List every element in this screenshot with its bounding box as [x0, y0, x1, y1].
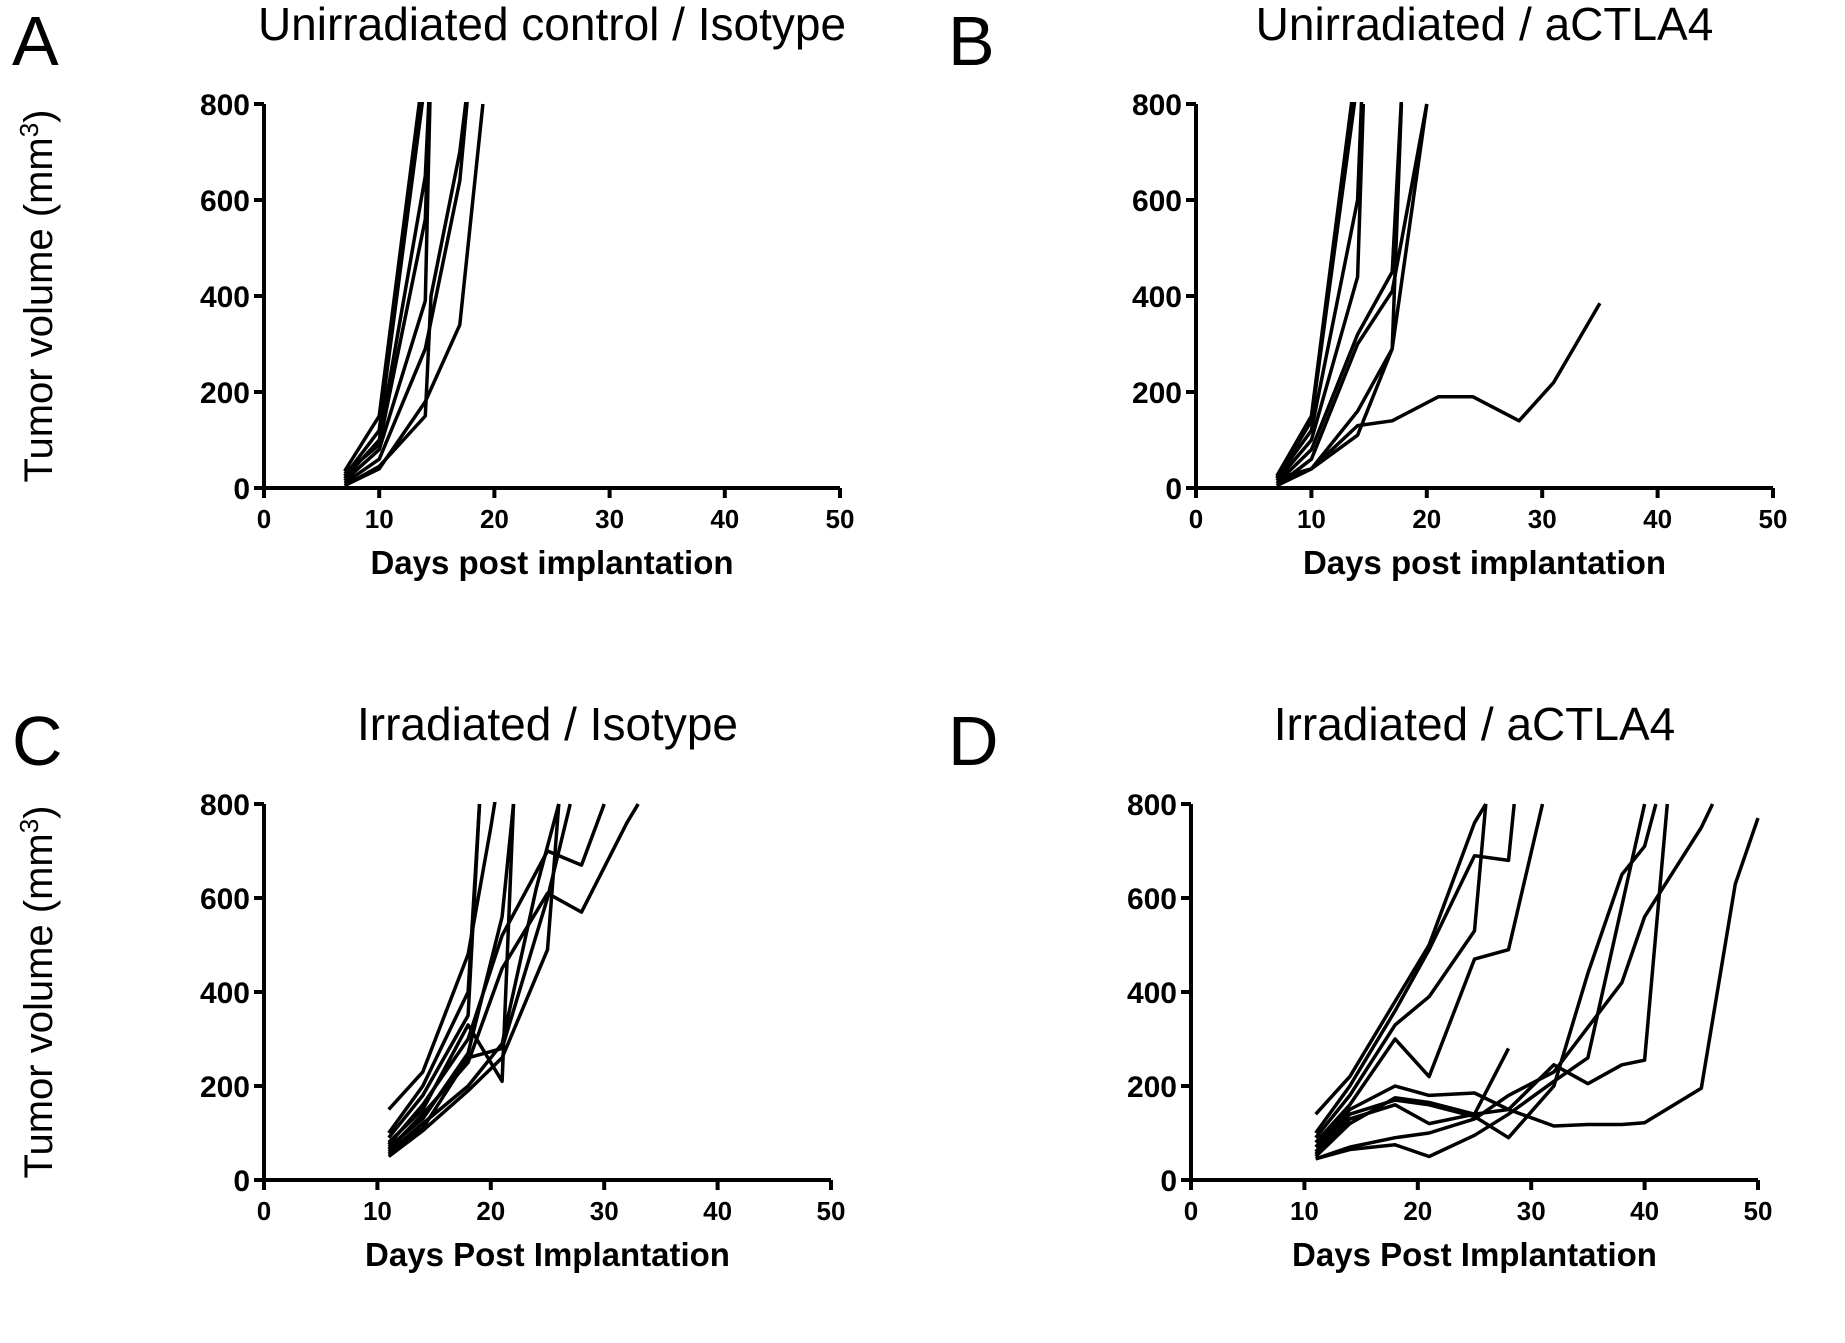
- x-tick-label: 30: [1528, 504, 1557, 534]
- series-line: [1314, 803, 1488, 1116]
- x-tick-label: 50: [1759, 504, 1788, 534]
- series-line: [1275, 103, 1366, 482]
- series-line: [387, 803, 516, 1149]
- panel-d: D Irradiated / aCTLA4 0 10 20 30 40 50 0 200 400 60…: [948, 698, 1772, 1273]
- x-tick-label: 0: [257, 1196, 271, 1226]
- x-tick-label: 50: [1744, 1196, 1773, 1226]
- series-line: [343, 102, 468, 488]
- series-line: [1275, 102, 1404, 485]
- panel-b: B Unirradiated / aCTLA4 0 10 20 30 40 50 0 200 400…: [948, 0, 1787, 581]
- y-tick-label: 800: [200, 89, 250, 122]
- chart-title: Irradiated / aCTLA4: [1274, 698, 1675, 750]
- y-tick-label: 800: [1132, 89, 1182, 122]
- panel-letter: D: [948, 702, 999, 780]
- y-tick-label: 200: [200, 1071, 250, 1104]
- series-line: [1315, 803, 1715, 1161]
- series-line: [1314, 803, 1545, 1144]
- series-line: [387, 803, 640, 1151]
- x-tick-label: 0: [1189, 504, 1203, 534]
- x-tick-label: 10: [1297, 504, 1326, 534]
- chart-title: Unirradiated / aCTLA4: [1256, 0, 1714, 50]
- y-tick-label: 600: [1132, 185, 1182, 218]
- x-tick-label: 20: [1403, 1196, 1432, 1226]
- series-line: [387, 803, 561, 1154]
- x-tick-label: 20: [1412, 504, 1441, 534]
- panel-c: C Irradiated / Isotype 0 10 20 30 40 50 0 200 400 6…: [12, 698, 845, 1273]
- series-line: [387, 803, 516, 1144]
- y-tick-label: 0: [1160, 1165, 1177, 1198]
- x-tick-label: 0: [1184, 1196, 1198, 1226]
- y-tick-label: 0: [1165, 473, 1182, 506]
- y-tick-label: 600: [200, 883, 250, 916]
- y-tick-label: 400: [200, 977, 250, 1010]
- series-line: [387, 803, 482, 1139]
- x-axis-label: Days Post Implantation: [365, 1236, 730, 1273]
- x-tick-label: 30: [1517, 1196, 1546, 1226]
- x-tick-label: 50: [826, 504, 855, 534]
- series-line: [1314, 803, 1670, 1149]
- y-tick-label: 0: [233, 1165, 250, 1198]
- series-line: [1315, 803, 1647, 1161]
- x-tick-label: 0: [257, 504, 271, 534]
- series-line: [343, 102, 422, 473]
- x-tick-label: 10: [363, 1196, 392, 1226]
- x-axis-label: Days post implantation: [1303, 544, 1666, 581]
- y-axis-label: Tumor volume (mm3): [14, 805, 61, 1178]
- series-line: [1314, 1047, 1511, 1156]
- series-line: [343, 102, 469, 485]
- panel-letter: A: [12, 2, 59, 80]
- series-line: [1276, 302, 1602, 481]
- y-tick-label: 200: [1132, 377, 1182, 410]
- y-tick-label: 200: [200, 377, 250, 410]
- series-line: [1275, 102, 1364, 480]
- x-tick-label: 40: [710, 504, 739, 534]
- x-tick-label: 10: [365, 504, 394, 534]
- y-tick-label: 400: [1132, 281, 1182, 314]
- chart-title: Unirradiated control / Isotype: [258, 0, 846, 50]
- x-tick-label: 40: [1643, 504, 1672, 534]
- panel-letter: B: [948, 2, 995, 80]
- x-axis-label: Days post implantation: [370, 544, 733, 581]
- series-line: [343, 103, 485, 488]
- series-line: [387, 803, 606, 1146]
- y-tick-label: 400: [200, 281, 250, 314]
- panel-letter: C: [12, 702, 63, 780]
- series-line: [387, 803, 482, 1135]
- y-tick-label: 200: [1127, 1071, 1177, 1104]
- series-line: [1275, 102, 1357, 480]
- y-tick-label: 600: [1127, 883, 1177, 916]
- y-tick-label: 0: [233, 473, 250, 506]
- chart-title: Irradiated / Isotype: [357, 698, 738, 750]
- series-line: [1314, 817, 1760, 1158]
- series-line: [343, 102, 432, 483]
- y-tick-label: 800: [1127, 789, 1177, 822]
- y-tick-label: 400: [1127, 977, 1177, 1010]
- series-line: [387, 802, 497, 1111]
- series-line: [1314, 803, 1516, 1135]
- series-line: [387, 803, 561, 1158]
- x-tick-label: 40: [1630, 1196, 1659, 1226]
- y-tick-label: 600: [200, 185, 250, 218]
- x-axis-label: Days Post Implantation: [1292, 1236, 1657, 1273]
- x-tick-label: 30: [595, 504, 624, 534]
- series-line: [1275, 103, 1429, 487]
- x-tick-label: 20: [480, 504, 509, 534]
- x-tick-label: 20: [476, 1196, 505, 1226]
- x-tick-label: 10: [1290, 1196, 1319, 1226]
- series-line: [1314, 803, 1488, 1139]
- series-line: [1276, 103, 1404, 488]
- panel-a: A Unirradiated control / Isotype 0 10 20 30 40…: [12, 0, 854, 581]
- y-axis-label: Tumor volume (mm3): [14, 109, 61, 482]
- x-tick-label: 30: [590, 1196, 619, 1226]
- x-tick-label: 40: [703, 1196, 732, 1226]
- x-tick-label: 50: [817, 1196, 846, 1226]
- y-tick-label: 800: [200, 789, 250, 822]
